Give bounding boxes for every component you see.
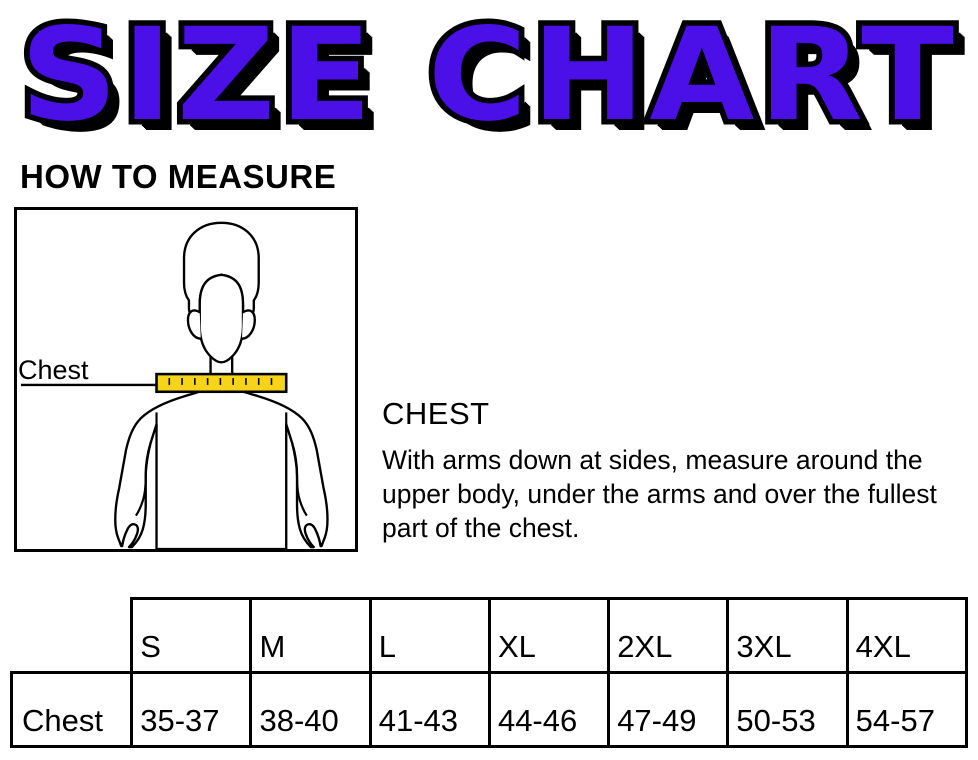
right-arm-inner-line [291, 442, 308, 517]
description-block: CHEST With arms down at sides, measure a… [382, 396, 962, 546]
table-cell-chest-2xl: 47-49 [607, 671, 730, 748]
left-ear-icon [186, 309, 202, 340]
measurement-diagram [14, 207, 358, 552]
table-header-4xl: 4XL [845, 597, 969, 674]
table-cell-chest-l: 41-43 [368, 671, 491, 748]
table-cell-chest-4xl: 54-57 [845, 671, 969, 748]
size-table-container: S M L XL 2XL 3XL 4XL Chest 35-37 38-40 4… [9, 597, 969, 748]
table-row-label-chest: Chest [9, 671, 134, 748]
size-chart-table: S M L XL 2XL 3XL 4XL Chest 35-37 38-40 4… [9, 597, 969, 748]
tape-measure-band [155, 372, 288, 394]
table-corner-cell [12, 599, 132, 673]
table-header-2xl: 2XL [607, 597, 730, 674]
table-header-row: S M L XL 2XL 3XL 4XL [12, 597, 969, 674]
table-header-3xl: 3XL [726, 597, 849, 674]
body-figure-svg [20, 221, 329, 549]
table-header-m: M [249, 597, 372, 674]
torso-and-arms-outline [114, 381, 329, 549]
table-cell-chest-m: 38-40 [249, 671, 372, 748]
table-header-xl: XL [487, 597, 611, 674]
description-heading: CHEST [382, 396, 490, 431]
table-cell-chest-3xl: 50-53 [726, 671, 849, 748]
title-block: SIZE CHART [0, 0, 978, 152]
table-cell-chest-s: 35-37 [130, 671, 253, 748]
table-cell-chest-xl: 44-46 [487, 671, 611, 748]
table-header-l: L [368, 597, 491, 674]
chest-measurement-label: Chest [18, 355, 89, 385]
how-to-measure-heading: HOW TO MEASURE [20, 158, 337, 195]
table-row: Chest 35-37 38-40 41-43 44-46 47-49 50-5… [9, 671, 969, 748]
left-arm-inner-line [135, 442, 152, 517]
page-title: SIZE CHART [14, 1, 959, 150]
description-body: With arms down at sides, measure around … [382, 445, 937, 543]
head-face-outline [198, 273, 245, 364]
right-ear-icon [240, 309, 256, 340]
tape-measure-ticks [168, 378, 273, 385]
table-header-s: S [130, 597, 253, 674]
